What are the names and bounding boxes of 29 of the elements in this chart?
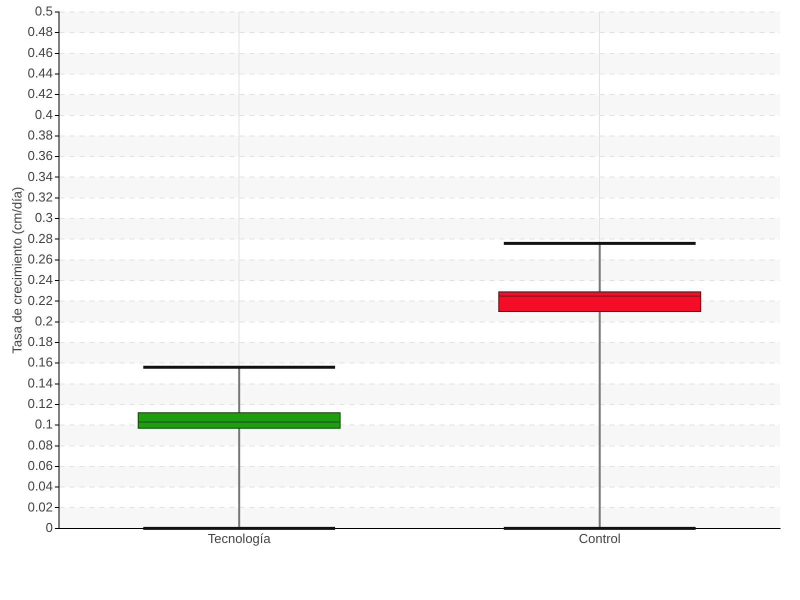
y-tick-label: 0.5 [34, 4, 53, 19]
y-tick-label: 0.14 [28, 375, 53, 390]
y-tick-label: 0 [46, 520, 53, 535]
y-tick-label: 0.48 [28, 24, 53, 40]
y-tick-label: 0.34 [28, 168, 53, 184]
y-tick-label: 0.22 [28, 292, 53, 308]
y-tick-label: 0.04 [28, 478, 53, 494]
y-tick-label: 0.36 [28, 148, 53, 164]
y-tick-label: 0.16 [28, 354, 53, 370]
y-tick-label: 0.46 [28, 44, 53, 60]
y-tick-label: 0.26 [28, 251, 53, 266]
y-tick-label: 0.3 [34, 210, 53, 226]
y-tick-label: 0.18 [28, 334, 53, 350]
y-axis-title: Tasa de crecimiento (cm/día) [9, 186, 24, 354]
y-tick-label: 0.24 [28, 272, 53, 288]
y-tick-label: 0.02 [28, 499, 53, 514]
y-tick-label: 0.12 [28, 396, 53, 412]
y-tick-label: 0.38 [28, 128, 53, 143]
x-tick-label: Control [578, 530, 621, 546]
y-tick-label: 0.42 [28, 86, 53, 102]
y-tick-label: 0.32 [28, 189, 53, 204]
y-tick-label: 0.1 [34, 416, 53, 432]
x-tick-label: Tecnología [208, 530, 272, 546]
y-tick-label: 0.4 [34, 106, 53, 122]
y-tick-label: 0.2 [34, 313, 53, 328]
y-tick-label: 0.44 [28, 66, 53, 81]
y-tick-label: 0.06 [28, 458, 53, 474]
y-tick-label: 0.08 [28, 437, 53, 452]
y-tick-label: 0.28 [28, 230, 53, 246]
